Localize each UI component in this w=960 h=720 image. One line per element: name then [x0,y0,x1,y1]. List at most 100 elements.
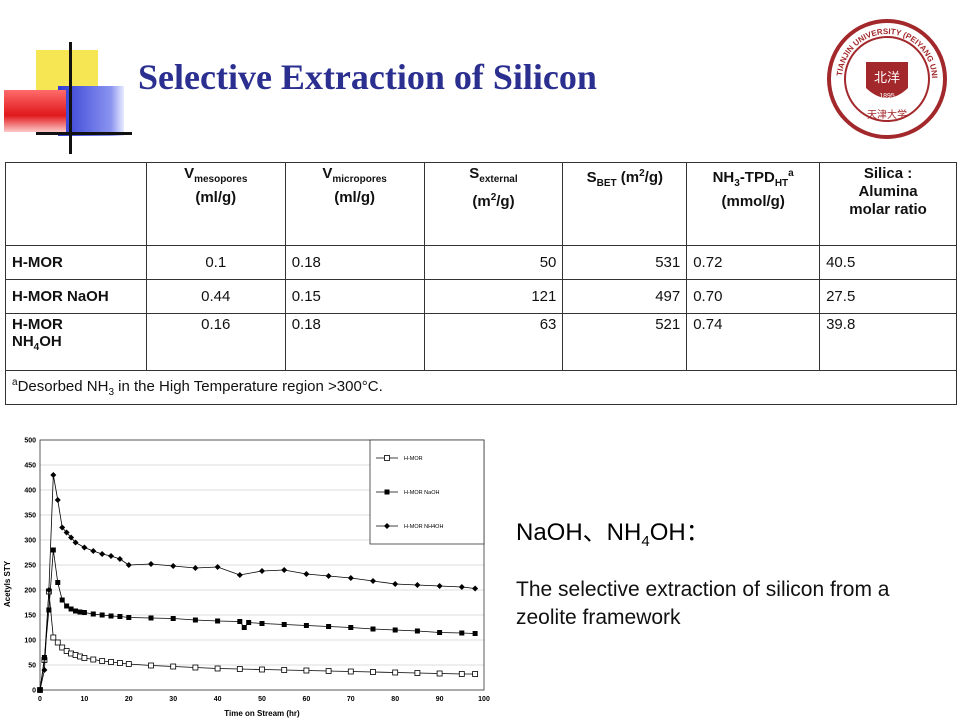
decor-horizontal-line [36,132,132,135]
table-header-sbet: SBET (m2/g) [562,162,688,246]
data-point [148,662,154,669]
data-point [170,563,177,569]
data-point [125,661,132,667]
y-tick-label: 250 [24,563,36,570]
data-point [472,585,479,592]
svg-text:1895: 1895 [879,93,895,100]
table-header-empty [5,162,147,246]
data-point [126,615,132,620]
table-row: H-MOR 0.1 0.18 50 531 0.72 40.5 [5,245,957,280]
x-tick-label: 80 [391,696,399,703]
y-tick-label: 150 [24,613,36,620]
series-h-mor [37,588,479,693]
data-point [259,568,265,574]
y-tick-label: 100 [24,638,36,645]
data-point [241,625,247,630]
table-cell: 531 [562,245,688,280]
data-point [148,615,154,621]
series-line [39,549,476,691]
data-point [59,597,65,603]
data-point [90,656,97,663]
data-point [392,581,399,587]
data-point [192,664,199,671]
chart-series [37,472,479,693]
data-point [214,665,221,672]
data-point [384,523,390,529]
table-cell: 0.18 [284,245,425,280]
svg-text:北洋: 北洋 [874,71,900,86]
data-point [116,556,123,562]
table-cell: 521 [562,313,688,371]
data-point [90,548,97,554]
data-point [281,667,288,673]
series-line [39,591,476,691]
x-tick-label: 90 [436,696,444,703]
data-point [50,547,56,553]
data-point [472,631,478,636]
table-cell: 497 [562,279,688,314]
data-point [117,614,123,619]
data-point [72,539,79,546]
data-point [54,497,61,503]
data-point [54,639,61,646]
x-axis-label: Time on Stream (hr) [224,709,300,718]
decor-blue-square [58,86,124,136]
data-point [414,582,421,588]
data-point [472,671,479,677]
svg-text:天津大学: 天津大学 [867,108,907,121]
table-cell: 0.16 [145,313,286,371]
university-seal-logo: TIANJIN UNIVERSITY (PEIYANG UNIVERSITY) … [826,18,947,139]
table-header-row: Vmesopores (ml/g) Vmicropores (ml/g) Sexte… [5,162,957,246]
data-point [59,644,66,651]
data-point [347,668,354,675]
chart-legend: H-MOR H-MOR NaOH H-MOR NH4OH [369,439,485,545]
x-tick-label: 100 [478,696,490,703]
y-tick-label: 50 [28,663,36,670]
data-point [215,618,221,624]
table-header-vmicro: Vmicropores (ml/g) [284,162,425,246]
data-point [459,630,465,636]
series-h-mor-naoh [37,547,478,693]
data-point [99,612,105,618]
x-tick-label: 70 [347,696,355,703]
data-point [392,627,398,633]
data-point [125,562,132,568]
data-point [81,655,88,661]
data-point [63,529,70,536]
data-point [281,567,288,573]
data-point [414,670,421,676]
y-tick-label: 300 [24,538,36,545]
y-tick-label: 0 [32,688,36,695]
table-header-ratio: Silica : Alumina molar ratio [819,162,957,246]
x-tick-label: 0 [38,696,42,703]
data-point [108,659,114,665]
y-tick-label: 500 [24,438,36,445]
decor-red-square [4,90,66,132]
y-tick-label: 400 [24,488,36,495]
row-label: H-MOR [5,245,147,280]
legend-label: H-MOR [404,456,423,462]
table-cell: 27.5 [819,279,957,314]
x-tick-label: 20 [125,696,133,703]
table-cell: 40.5 [819,245,957,280]
data-point [437,630,443,635]
data-point [90,611,96,617]
table-cell: 0.1 [145,245,286,280]
data-point [64,603,70,609]
data-point [436,583,443,589]
data-point [81,610,87,615]
table-cell: 63 [423,313,564,371]
data-point [46,607,52,613]
data-point [347,575,354,581]
x-tick-label: 60 [303,696,311,703]
caption-description: The selective extraction of silicon from… [516,578,890,629]
data-point [392,669,399,676]
data-point [37,687,43,693]
data-point [303,667,310,674]
data-point [246,620,252,625]
table-cell: 121 [423,279,564,314]
data-point [192,617,198,623]
y-tick-label: 200 [24,588,36,595]
data-point [281,622,287,627]
data-point [148,561,154,567]
